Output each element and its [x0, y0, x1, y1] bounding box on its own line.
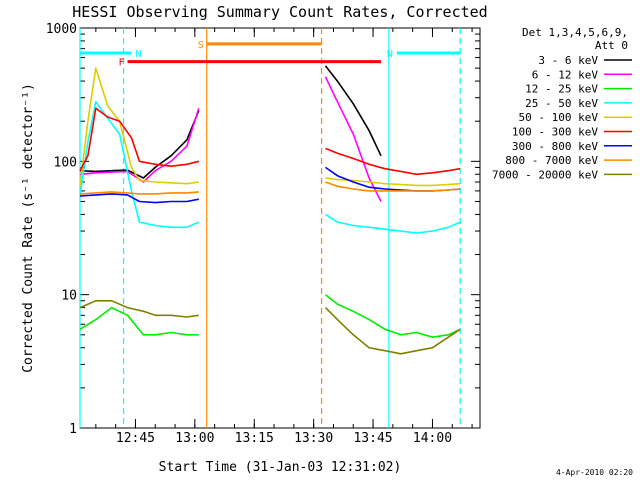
axis-ticks: 12:45 13:00 13:15 13:30 13:45 14:00 1 10 100 1000: [46, 22, 480, 446]
legend-item-label: 300 - 800 keV: [512, 140, 598, 153]
x-tick-label: 13:30: [294, 431, 333, 446]
legend-item-label: 800 - 7000 keV: [505, 154, 598, 167]
y-tick-label: 100: [54, 155, 77, 170]
series-lines: [79, 65, 461, 355]
series-line: [325, 294, 461, 339]
y-axis-label: Corrected Count Rate (s⁻¹ detector⁻¹): [21, 83, 36, 373]
series-line: [325, 181, 461, 192]
series-line: [79, 100, 200, 229]
series-line: [325, 177, 461, 187]
y-tick-label: 1: [69, 422, 77, 437]
series-line: [325, 147, 461, 176]
series-line: [79, 67, 199, 187]
flag-bar-label: S: [198, 40, 204, 51]
x-tick-label: 13:45: [353, 431, 392, 446]
legend-item-label: 7000 - 20000 keV: [492, 168, 598, 181]
series-line: [79, 193, 199, 204]
legend-item-label: 50 - 100 keV: [519, 111, 599, 124]
series-line: [79, 299, 199, 318]
x-axis-label: Start Time (31-Jan-03 12:31:02): [159, 460, 402, 475]
series-line: [324, 76, 382, 202]
series-line: [325, 213, 461, 234]
series-line: [79, 110, 200, 179]
legend-item-label: 12 - 25 keV: [525, 83, 598, 96]
series-line: [79, 306, 199, 336]
legend-item-label: 100 - 300 keV: [512, 126, 598, 139]
vertical-markers: [79, 28, 461, 428]
plot-frame: [79, 27, 481, 429]
series-line: [79, 108, 200, 183]
legend-item-label: 6 - 12 keV: [532, 68, 599, 81]
legend-item-label: 25 - 50 keV: [525, 97, 598, 110]
flag-bar-label: N: [135, 49, 141, 60]
legend-item-label: 3 - 6 keV: [538, 54, 598, 67]
x-tick-label: 13:15: [235, 431, 274, 446]
flag-bar-label: F: [119, 58, 125, 69]
series-line: [324, 307, 461, 355]
chart-title: HESSI Observing Summary Count Rates, Cor…: [72, 3, 487, 21]
series-line: [324, 65, 382, 157]
x-tick-label: 14:00: [413, 431, 452, 446]
legend-header: Att 0: [595, 39, 628, 52]
x-tick-label: 13:00: [175, 431, 214, 446]
series-line: [79, 107, 199, 172]
flag-bars: N NFS: [80, 40, 461, 69]
y-tick-label: 1000: [46, 22, 77, 37]
legend-header: Det 1,3,4,5,6,9,: [522, 26, 628, 39]
footer-timestamp: 4-Apr-2010 02:20: [556, 468, 633, 477]
x-tick-label: 12:45: [116, 431, 155, 446]
series-line: [79, 191, 199, 195]
flag-bar-label: N: [387, 49, 393, 60]
y-tick-label: 10: [61, 289, 77, 304]
